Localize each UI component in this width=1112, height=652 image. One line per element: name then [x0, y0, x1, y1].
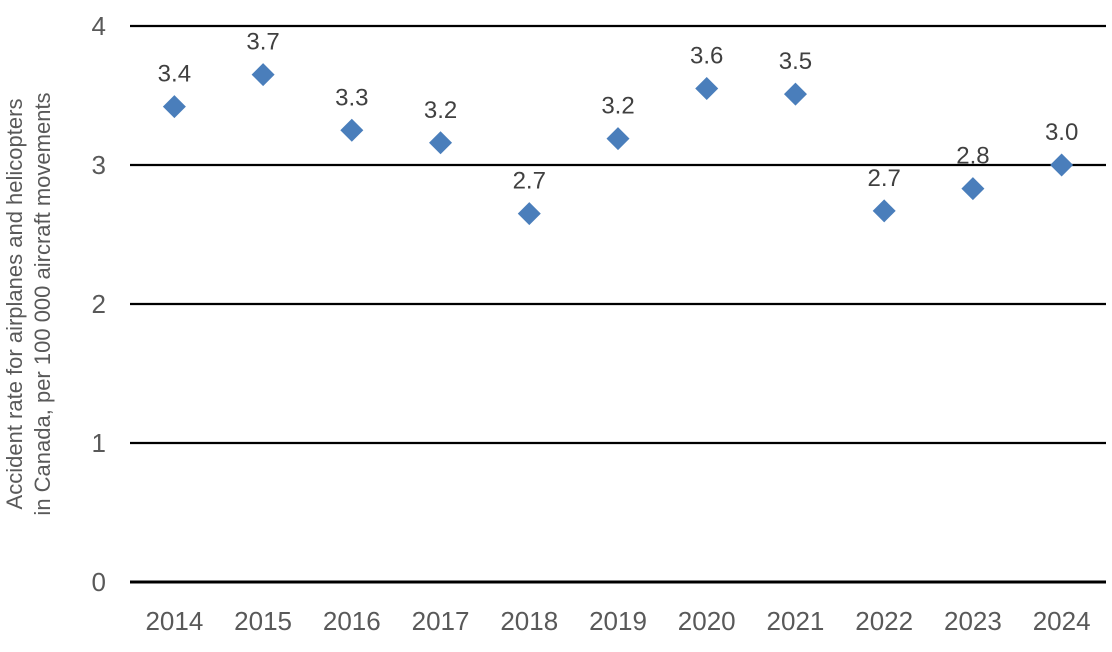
data-point-label: 2.8: [956, 143, 989, 170]
data-point-marker: [517, 202, 541, 226]
data-point-label: 3.2: [424, 97, 457, 124]
data-point-label: 3.4: [158, 61, 191, 88]
y-tick-label: 1: [92, 428, 106, 458]
data-point-label: 3.3: [335, 84, 368, 111]
data-point-marker: [872, 199, 896, 223]
y-tick-label: 3: [92, 150, 106, 180]
x-tick-label: 2024: [1033, 606, 1091, 636]
data-point-marker: [162, 95, 186, 119]
x-tick-label: 2018: [500, 606, 558, 636]
x-tick-label: 2016: [323, 606, 381, 636]
x-tick-label: 2017: [412, 606, 470, 636]
x-tick-label: 2020: [678, 606, 736, 636]
y-axis-title-line2: in Canada, per 100 000 aircraft movement…: [30, 92, 55, 515]
data-point-marker: [429, 131, 453, 155]
x-tick-label: 2022: [855, 606, 913, 636]
data-point-label: 2.7: [513, 168, 546, 195]
data-point-marker: [340, 118, 364, 142]
x-tick-label: 2021: [767, 606, 825, 636]
x-tick-label: 2019: [589, 606, 647, 636]
data-point-label: 2.7: [867, 165, 900, 192]
data-point-label: 3.2: [601, 93, 634, 120]
data-point-label: 3.0: [1045, 119, 1078, 146]
data-point-marker: [695, 77, 719, 101]
data-point-label: 3.7: [246, 29, 279, 56]
data-point-marker: [251, 63, 275, 87]
data-point-label: 3.5: [779, 48, 812, 75]
y-axis-title-line1: Accident rate for airplanes and helicopt…: [2, 99, 27, 510]
data-point-marker: [606, 127, 630, 151]
data-point-marker: [1050, 153, 1074, 177]
y-tick-label: 4: [92, 11, 106, 41]
x-tick-label: 2015: [234, 606, 292, 636]
data-point-marker: [961, 177, 985, 201]
y-tick-label: 0: [92, 567, 106, 597]
data-point-marker: [783, 82, 807, 106]
x-tick-label: 2023: [944, 606, 1002, 636]
x-tick-label: 2014: [145, 606, 203, 636]
data-point-label: 3.6: [690, 43, 723, 70]
y-tick-label: 2: [92, 289, 106, 319]
